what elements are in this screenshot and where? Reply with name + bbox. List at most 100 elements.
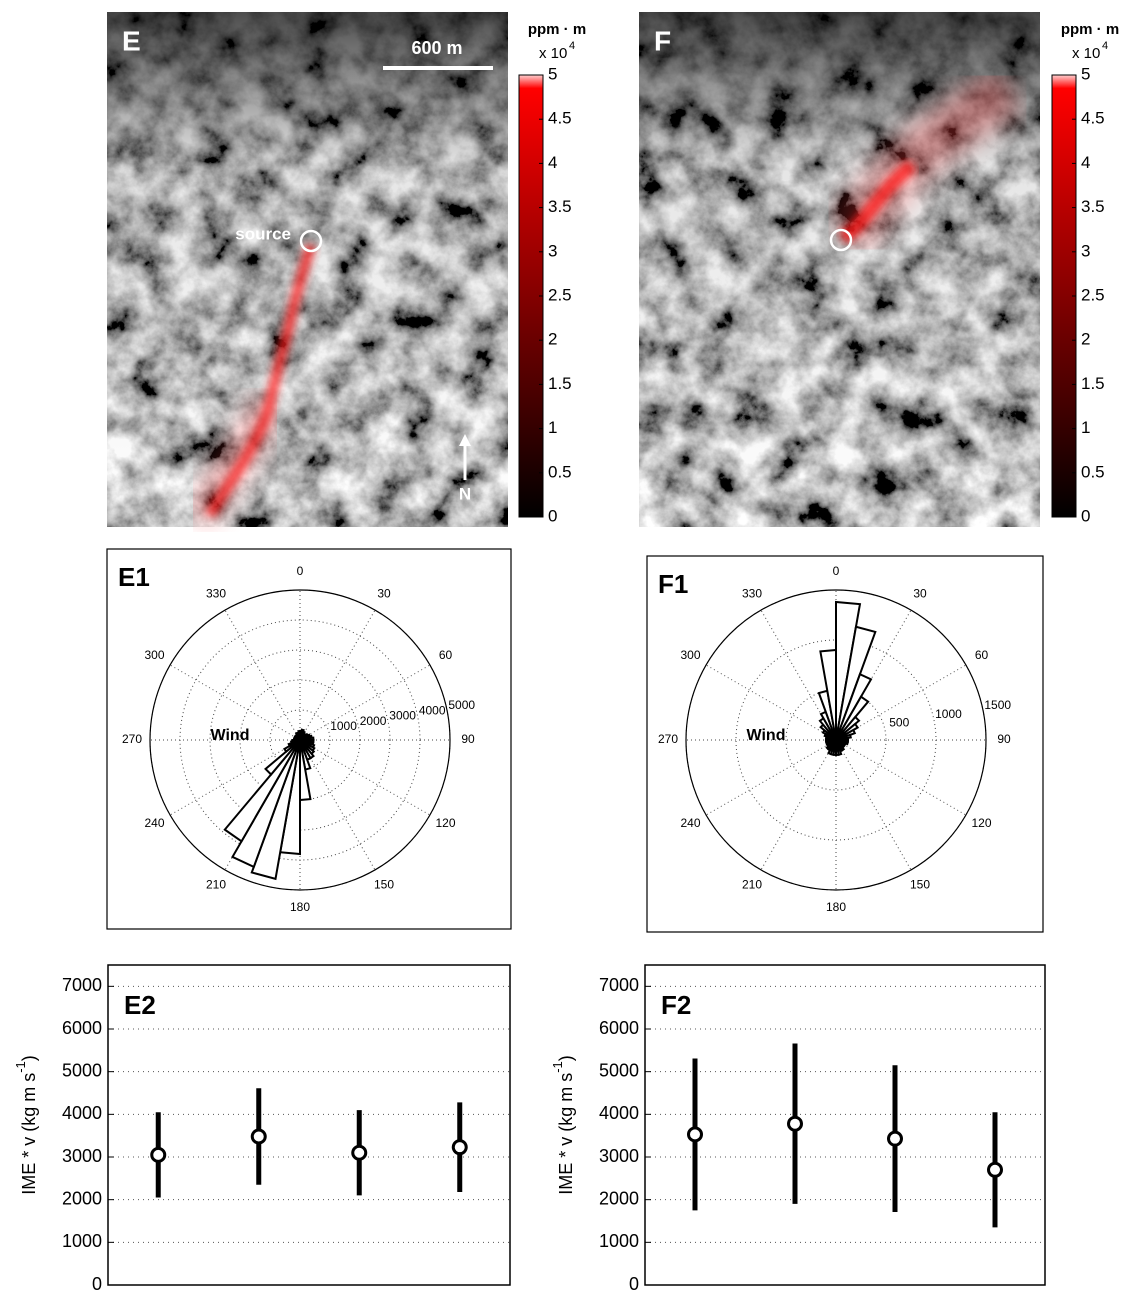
rose-bar <box>223 739 301 843</box>
y-axis-label: IME * v (kg m s-1) <box>550 1055 575 1195</box>
angle-tick-label: 150 <box>910 878 930 892</box>
plume <box>838 159 917 244</box>
y-tick-label: 2000 <box>62 1188 102 1208</box>
panel-label: E <box>122 25 141 56</box>
wind-label: Wind <box>747 727 786 744</box>
r-tick-label: 500 <box>889 715 909 729</box>
y-axis-label-text: IME * v (kg m s <box>556 1073 576 1195</box>
angle-tick-label: 300 <box>680 648 700 662</box>
angle-tick-label: 330 <box>206 587 226 601</box>
grid-ring <box>269 709 331 771</box>
angle-tick-label: 330 <box>742 587 762 601</box>
colorbar-tick-label: 2.5 <box>548 285 572 304</box>
point <box>887 1130 903 1147</box>
r-tick-label: 5000 <box>448 698 475 712</box>
colorbar-tick-label: 1.5 <box>1081 374 1105 393</box>
axes-box <box>644 964 1046 1286</box>
image-f: F <box>639 12 1040 527</box>
y-axis-label-sup: -1 <box>550 1061 565 1073</box>
colorbar-tick-label: 3 <box>548 241 557 260</box>
angle-tick-label: 0 <box>833 564 840 578</box>
colorbar-tick-label: 1 <box>1081 418 1090 437</box>
colorbar-tick-label: 3 <box>1081 241 1090 260</box>
grid-spoke <box>299 739 431 816</box>
angle-tick-label: 30 <box>377 587 391 601</box>
y-tick-label: 4000 <box>599 1103 639 1123</box>
axes-box <box>107 964 511 1286</box>
plot-frame <box>645 965 1045 1285</box>
source-marker <box>299 229 323 253</box>
r-tick-label: 1000 <box>935 707 962 721</box>
grid-spoke <box>224 609 301 741</box>
north-label: N <box>459 484 471 503</box>
colorbar-tick-label: 2.5 <box>1081 285 1105 304</box>
angle-tick-label: 210 <box>742 878 762 892</box>
grid-spoke <box>760 739 837 871</box>
point <box>250 1128 267 1145</box>
colorbar-tick-label: 5 <box>1081 64 1090 83</box>
panel-label: F2 <box>661 990 691 1020</box>
y-tick-label: 7000 <box>62 975 102 995</box>
plume <box>186 394 284 527</box>
rose-bar <box>264 739 301 776</box>
colorbar-scale-exponent: 4 <box>569 40 575 52</box>
angle-tick-label: 240 <box>144 816 164 830</box>
colorbar-tick-label: 0.5 <box>1081 462 1105 481</box>
colorbar-tick-label: 0.5 <box>548 462 572 481</box>
colorbar-label: ppm · m <box>1061 21 1119 38</box>
colorbar-tick-label: 3.5 <box>1081 197 1105 216</box>
colorbar-tick-label: 0 <box>548 506 557 525</box>
r-tick-label: 1500 <box>984 698 1011 712</box>
colorbar-tick-label: 4.5 <box>548 109 572 128</box>
colorbar-tick-label: 5 <box>548 64 557 83</box>
point <box>987 1161 1003 1178</box>
y-axis-label-sup: -1 <box>13 1061 28 1073</box>
grid-spoke <box>835 739 912 871</box>
y-tick-label: 2000 <box>599 1188 639 1208</box>
y-tick-label: 6000 <box>62 1018 102 1038</box>
colorbar-tick-label: 4.5 <box>1081 109 1105 128</box>
r-tick-label: 1000 <box>330 719 357 733</box>
colorbar-tick-label: 0 <box>1081 506 1090 525</box>
rose-bar <box>819 648 837 741</box>
grid-spoke <box>169 664 301 741</box>
colorbar-scale: x 10 <box>1072 45 1100 62</box>
source-label: source <box>235 224 291 243</box>
y-axis-label-end: ) <box>19 1055 39 1061</box>
colorbar-tick-label: 3.5 <box>548 197 572 216</box>
image-e: E 600 m source N <box>107 12 508 527</box>
y-tick-label: 5000 <box>62 1060 102 1080</box>
y-tick-label: 5000 <box>599 1060 639 1080</box>
colorbar-tick-label: 1.5 <box>548 374 572 393</box>
y-tick-label: 1000 <box>599 1231 639 1251</box>
wind-label: Wind <box>211 727 250 744</box>
y-tick-label: 1000 <box>62 1231 102 1251</box>
grid-spoke <box>169 739 301 816</box>
point <box>150 1146 167 1163</box>
r-tick-label: 3000 <box>389 709 416 723</box>
point <box>451 1139 468 1156</box>
angle-tick-label: 0 <box>297 564 304 578</box>
angle-tick-label: 120 <box>971 816 991 830</box>
colorbar-scale-exponent: 4 <box>1102 40 1108 52</box>
colorbar-tick-label: 2 <box>1081 330 1090 349</box>
scale-label: 600 m <box>411 38 462 58</box>
grid-spoke <box>705 739 837 816</box>
grid-spoke <box>705 664 837 741</box>
grid-spoke <box>835 739 967 816</box>
y-tick-label: 3000 <box>599 1146 639 1166</box>
r-tick-label: 2000 <box>360 714 387 728</box>
y-tick-label: 0 <box>629 1274 639 1293</box>
plot-frame <box>108 965 510 1285</box>
angle-tick-label: 90 <box>461 732 475 746</box>
colorbar-tick-label: 1 <box>548 418 557 437</box>
angle-tick-label: 120 <box>435 816 455 830</box>
grid-spoke <box>299 739 376 871</box>
angle-tick-label: 300 <box>144 648 164 662</box>
panel-label: F <box>654 25 671 56</box>
y-axis-label: IME * v (kg m s-1) <box>13 1055 38 1195</box>
panel-label: E1 <box>118 562 150 592</box>
y-tick-label: 6000 <box>599 1018 639 1038</box>
source-marker <box>829 228 853 252</box>
